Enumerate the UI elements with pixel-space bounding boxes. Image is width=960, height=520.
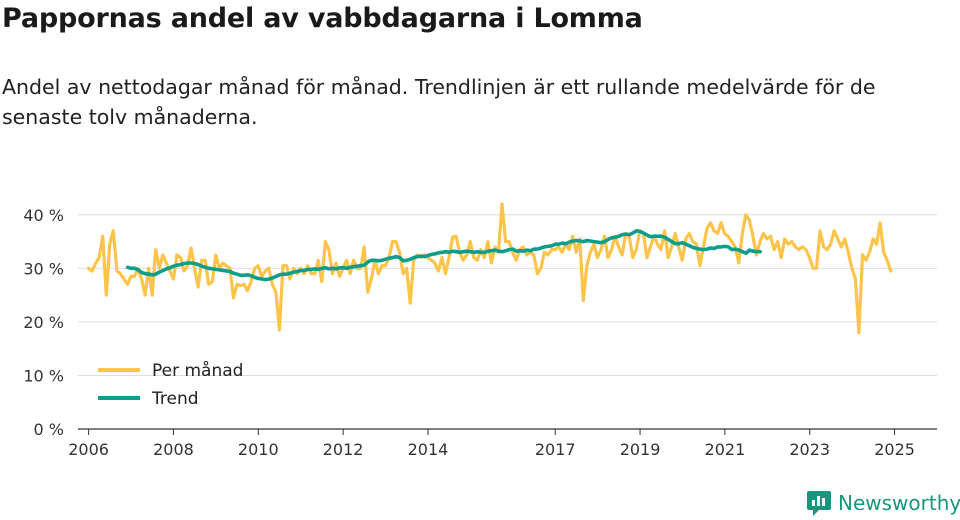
x-axis: 2006 2008 2010 2012 2014 2017 2019 2021 2023 2025 <box>68 429 915 459</box>
x-tick-label: 2010 <box>238 440 279 459</box>
y-tick-label: 20 % <box>23 313 64 332</box>
x-tick-label: 2019 <box>620 440 661 459</box>
x-tick-label: 2008 <box>153 440 194 459</box>
gridlines <box>78 214 937 430</box>
series-line-trend <box>125 229 762 282</box>
newsworthy-logo-icon <box>807 491 831 516</box>
legend-label-trend: Trend <box>151 389 199 409</box>
y-axis-ticks: 0 % 10 % 20 % 30 % 40 % <box>23 206 64 439</box>
y-tick-label: 40 % <box>23 206 64 225</box>
y-tick-label: 30 % <box>23 259 64 278</box>
brand-name: Newsworthy <box>838 491 960 515</box>
x-tick-label: 2014 <box>408 440 449 459</box>
y-tick-label: 0 % <box>34 420 64 439</box>
x-tick-label: 2006 <box>68 440 109 459</box>
y-tick-label: 10 % <box>23 366 64 385</box>
legend-label-monthly: Per månad <box>152 360 243 381</box>
x-tick-label: 2023 <box>789 440 830 459</box>
chart-subtitle: Andel av nettodagar månad för månad. Tre… <box>2 75 876 129</box>
x-tick-label: 2021 <box>705 440 746 459</box>
x-tick-label: 2017 <box>535 440 576 459</box>
newsworthy-logo: Newsworthy <box>806 489 960 517</box>
x-tick-label: 2025 <box>874 440 915 459</box>
x-tick-label: 2012 <box>323 440 364 459</box>
chart-title: Pappornas andel av vabbdagarna i Lomma <box>2 3 643 34</box>
series-layer <box>86 202 893 335</box>
legend: Per månad Trend <box>98 360 243 409</box>
